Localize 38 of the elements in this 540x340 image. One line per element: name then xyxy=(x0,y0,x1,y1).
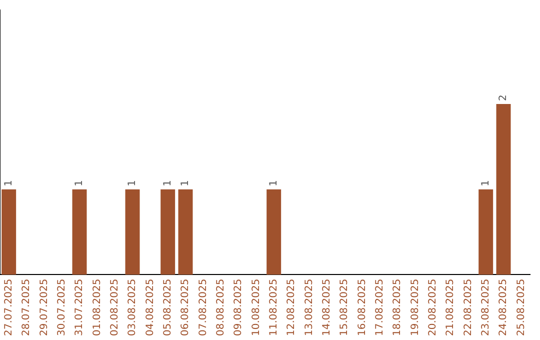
x-tick-label: 16.08.2025 xyxy=(356,278,368,336)
data-label: 1 xyxy=(74,180,86,186)
data-label: 1 xyxy=(3,180,14,186)
x-tick-label: 15.08.2025 xyxy=(339,278,350,336)
x-tick-label: 31.07.2025 xyxy=(74,278,86,336)
x-tick-label: 14.08.2025 xyxy=(321,278,332,336)
data-label: 2 xyxy=(498,94,510,101)
x-tick-label: 20.08.2025 xyxy=(427,278,438,336)
x-tick-label: 23.08.2025 xyxy=(480,278,492,336)
x-tick-label: 27.07.2025 xyxy=(3,278,14,336)
x-tick-label: 12.08.2025 xyxy=(286,278,298,336)
x-tick-label: 13.08.2025 xyxy=(304,278,315,336)
data-label: 1 xyxy=(480,180,492,186)
x-tick-label: 30.07.2025 xyxy=(56,278,68,336)
x-tick-label: 22.08.2025 xyxy=(462,278,474,336)
x-tick-label: 05.08.2025 xyxy=(162,278,174,336)
x-tick-label: 29.07.2025 xyxy=(38,278,50,336)
x-tick-label: 18.08.2025 xyxy=(392,278,404,336)
x-tick-label: 21.08.2025 xyxy=(445,278,456,336)
x-tick-label: 25.08.2025 xyxy=(516,278,527,336)
x-tick-label: 10.08.2025 xyxy=(250,278,262,336)
data-label: 1 xyxy=(268,180,280,186)
data-label: 1 xyxy=(127,180,138,186)
x-tick-label: 11.08.2025 xyxy=(268,278,280,336)
x-tick-label: 24.08.2025 xyxy=(498,278,510,336)
x-tick-label: 19.08.2025 xyxy=(410,278,421,336)
x-tick-label: 28.07.2025 xyxy=(21,278,32,336)
x-tick-label: 01.08.2025 xyxy=(92,278,103,336)
x-tick-label: 04.08.2025 xyxy=(144,278,156,336)
x-tick-label: 03.08.2025 xyxy=(127,278,138,336)
x-tick-label: 06.08.2025 xyxy=(180,278,192,336)
x-tick-label: 17.08.2025 xyxy=(374,278,386,336)
data-label: 1 xyxy=(180,180,192,186)
x-tick-label: 02.08.2025 xyxy=(109,278,120,336)
x-tick-label: 07.08.2025 xyxy=(198,278,209,336)
x-tick-label: 09.08.2025 xyxy=(233,278,244,336)
x-tick-label: 08.08.2025 xyxy=(215,278,226,336)
data-label: 1 xyxy=(162,180,174,186)
